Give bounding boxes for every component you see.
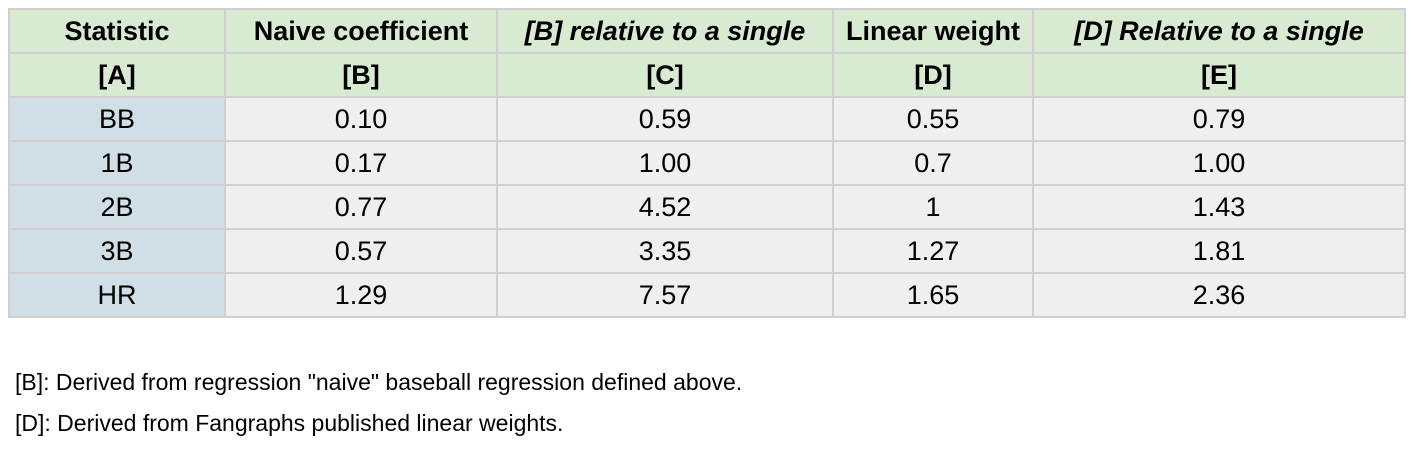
header-d-relative-to-single[interactable]: [D] Relative to a single bbox=[1032, 8, 1406, 54]
footnote-d: [D]: Derived from Fangraphs published li… bbox=[15, 410, 564, 436]
table-cell[interactable]: 1.43 bbox=[1032, 184, 1406, 230]
header-row-letters: [A] [B] [C] [D] [E] bbox=[8, 52, 1406, 98]
table-cell[interactable]: 4.52 bbox=[496, 184, 834, 230]
table-cell[interactable]: 1.00 bbox=[496, 140, 834, 186]
table-cell[interactable]: 7.57 bbox=[496, 272, 834, 318]
header-letter-c[interactable]: [C] bbox=[496, 52, 834, 98]
header-linear-weight[interactable]: Linear weight bbox=[832, 8, 1034, 54]
header-letter-b[interactable]: [B] bbox=[224, 52, 498, 98]
header-letter-e[interactable]: [E] bbox=[1032, 52, 1406, 98]
table-cell-statistic[interactable]: HR bbox=[8, 272, 226, 318]
table-cell[interactable]: 0.57 bbox=[224, 228, 498, 274]
table-cell[interactable]: 1.65 bbox=[832, 272, 1034, 318]
header-naive-coefficient[interactable]: Naive coefficient bbox=[224, 8, 498, 54]
table-cell[interactable]: 3.35 bbox=[496, 228, 834, 274]
table-cell[interactable]: 1.27 bbox=[832, 228, 1034, 274]
header-b-relative-to-single[interactable]: [B] relative to a single bbox=[496, 8, 834, 54]
table-cell-statistic[interactable]: 2B bbox=[8, 184, 226, 230]
table-row: 1B 0.17 1.00 0.7 1.00 bbox=[8, 140, 1406, 186]
header-statistic[interactable]: Statistic bbox=[8, 8, 226, 54]
table-cell[interactable]: 0.77 bbox=[224, 184, 498, 230]
table-cell[interactable]: 1.29 bbox=[224, 272, 498, 318]
table-row: HR 1.29 7.57 1.65 2.36 bbox=[8, 272, 1406, 318]
header-letter-a[interactable]: [A] bbox=[8, 52, 226, 98]
table-cell[interactable]: 0.7 bbox=[832, 140, 1034, 186]
table-cell[interactable]: 1 bbox=[832, 184, 1034, 230]
footnote-b: [B]: Derived from regression "naive" bas… bbox=[15, 369, 743, 395]
table-cell[interactable]: 1.00 bbox=[1032, 140, 1406, 186]
header-letter-d[interactable]: [D] bbox=[832, 52, 1034, 98]
table-cell-statistic[interactable]: 1B bbox=[8, 140, 226, 186]
footnotes: [B]: Derived from regression "naive" bas… bbox=[15, 362, 742, 444]
table-cell[interactable]: 0.55 bbox=[832, 96, 1034, 142]
data-table: Statistic Naive coefficient [B] relative… bbox=[8, 8, 1406, 318]
table-cell-statistic[interactable]: BB bbox=[8, 96, 226, 142]
table-row: BB 0.10 0.59 0.55 0.79 bbox=[8, 96, 1406, 142]
table-cell-statistic[interactable]: 3B bbox=[8, 228, 226, 274]
table-row: 2B 0.77 4.52 1 1.43 bbox=[8, 184, 1406, 230]
table-cell[interactable]: 0.17 bbox=[224, 140, 498, 186]
table-cell[interactable]: 0.59 bbox=[496, 96, 834, 142]
header-row-titles: Statistic Naive coefficient [B] relative… bbox=[8, 8, 1406, 54]
table-cell[interactable]: 2.36 bbox=[1032, 272, 1406, 318]
table-row: 3B 0.57 3.35 1.27 1.81 bbox=[8, 228, 1406, 274]
table-cell[interactable]: 0.79 bbox=[1032, 96, 1406, 142]
table-cell[interactable]: 1.81 bbox=[1032, 228, 1406, 274]
table-cell[interactable]: 0.10 bbox=[224, 96, 498, 142]
